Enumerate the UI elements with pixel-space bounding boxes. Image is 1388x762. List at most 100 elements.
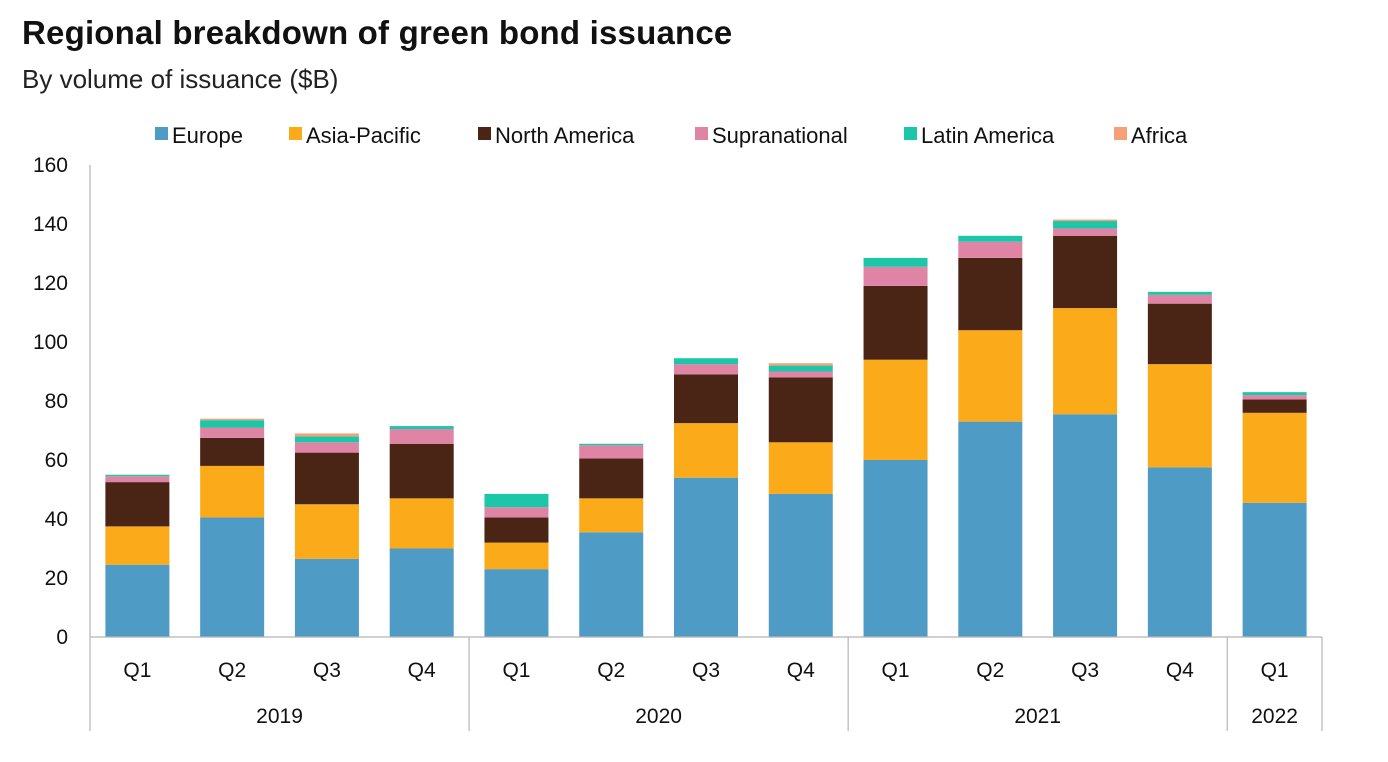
y-tick-label: 100 <box>33 331 68 354</box>
legend-label-supranational: Supranational <box>712 123 848 148</box>
bar-asia-pacific-8 <box>863 359 928 460</box>
bar-north-america-7 <box>768 377 833 443</box>
bar-asia-pacific-5 <box>579 498 644 533</box>
bar-supranational-9 <box>958 241 1023 258</box>
bar-supranational-5 <box>579 445 644 459</box>
bar-supranational-0 <box>105 476 170 483</box>
x-tick-label: Q1 <box>123 659 151 682</box>
bar-europe-0 <box>105 564 170 637</box>
bar-europe-11 <box>1147 467 1212 637</box>
legend-label-africa: Africa <box>1131 123 1188 148</box>
bar-europe-3 <box>389 548 454 637</box>
y-tick-label: 40 <box>45 508 68 531</box>
bar-europe-8 <box>863 460 928 637</box>
bar-supranational-8 <box>863 266 928 286</box>
bar-europe-4 <box>484 569 549 637</box>
x-tick-label: Q1 <box>502 659 530 682</box>
x-tick-label: Q4 <box>787 659 815 682</box>
y-tick-label: 60 <box>45 449 68 472</box>
legend-label-asia-pacific: Asia-Pacific <box>306 123 421 148</box>
bar-supranational-3 <box>389 429 454 444</box>
bar-north-america-11 <box>1147 303 1212 365</box>
bar-latin-america-3 <box>389 426 454 430</box>
bar-north-america-10 <box>1053 235 1118 309</box>
bar-europe-9 <box>958 421 1023 637</box>
bar-supranational-10 <box>1053 228 1118 236</box>
bar-supranational-7 <box>768 371 833 378</box>
bar-latin-america-10 <box>1053 221 1118 229</box>
chart-subtitle: By volume of issuance ($B) <box>22 64 339 94</box>
bar-asia-pacific-11 <box>1147 364 1212 468</box>
bar-latin-america-0 <box>105 474 170 477</box>
bar-supranational-6 <box>674 364 738 375</box>
x-tick-label: Q3 <box>1071 659 1099 682</box>
bar-asia-pacific-7 <box>768 442 833 494</box>
bar-asia-pacific-0 <box>105 526 170 565</box>
bar-asia-pacific-1 <box>200 465 265 518</box>
legend-label-latin-america: Latin America <box>921 123 1055 148</box>
y-tick-label: 160 <box>33 154 68 177</box>
x-tick-label: Q2 <box>597 659 625 682</box>
bar-africa-10 <box>1053 219 1118 222</box>
bar-europe-10 <box>1053 414 1118 637</box>
bar-latin-america-1 <box>200 420 265 428</box>
bar-europe-2 <box>294 558 359 637</box>
bar-latin-america-5 <box>579 443 644 446</box>
bar-europe-6 <box>674 477 738 637</box>
x-group-label: 2020 <box>635 705 682 728</box>
legend-swatch-africa <box>1114 127 1127 140</box>
chart-title: Regional breakdown of green bond issuanc… <box>22 14 733 51</box>
bar-latin-america-11 <box>1147 291 1212 295</box>
x-tick-label: Q1 <box>882 659 910 682</box>
legend-swatch-asia-pacific <box>289 127 302 140</box>
bar-north-america-1 <box>200 437 265 466</box>
bar-supranational-12 <box>1242 395 1307 400</box>
bar-north-america-2 <box>294 452 359 505</box>
bar-europe-5 <box>579 532 644 637</box>
x-tick-label: Q2 <box>976 659 1004 682</box>
bar-supranational-4 <box>484 507 549 518</box>
bar-africa-1 <box>200 418 265 421</box>
bar-africa-2 <box>294 433 359 437</box>
bar-supranational-2 <box>294 442 359 453</box>
bar-asia-pacific-12 <box>1242 412 1307 503</box>
bar-supranational-11 <box>1147 294 1212 304</box>
x-tick-label: Q1 <box>1261 659 1289 682</box>
y-tick-label: 0 <box>56 626 68 649</box>
x-tick-label: Q2 <box>218 659 246 682</box>
x-group-label: 2022 <box>1251 705 1298 728</box>
x-tick-label: Q4 <box>408 659 436 682</box>
y-tick-label: 140 <box>33 213 68 236</box>
bar-europe-1 <box>200 517 265 637</box>
bar-north-america-6 <box>674 374 738 424</box>
legend-swatch-latin-america <box>904 127 917 140</box>
bar-latin-america-4 <box>484 493 549 508</box>
y-tick-label: 120 <box>33 272 68 295</box>
bar-asia-pacific-10 <box>1053 308 1118 415</box>
bar-north-america-0 <box>105 482 170 527</box>
legend-swatch-europe <box>155 127 168 140</box>
bar-north-america-5 <box>579 458 644 499</box>
bar-north-america-12 <box>1242 399 1307 413</box>
legend-swatch-north-america <box>478 127 491 140</box>
bar-latin-america-8 <box>863 257 928 267</box>
bar-north-america-4 <box>484 517 549 543</box>
legend-label-europe: Europe <box>172 123 243 148</box>
bar-latin-america-2 <box>294 436 359 443</box>
bar-latin-america-12 <box>1242 392 1307 396</box>
y-tick-label: 20 <box>45 567 68 590</box>
bar-europe-7 <box>768 493 833 637</box>
bar-asia-pacific-9 <box>958 330 1023 422</box>
x-group-label: 2021 <box>1014 705 1061 728</box>
x-group-label: 2019 <box>256 705 303 728</box>
bar-supranational-1 <box>200 427 265 438</box>
x-tick-label: Q4 <box>1166 659 1194 682</box>
bar-asia-pacific-3 <box>389 498 454 549</box>
legend-swatch-supranational <box>695 127 708 140</box>
x-tick-label: Q3 <box>692 659 720 682</box>
bar-north-america-8 <box>863 285 928 360</box>
bar-north-america-3 <box>389 443 454 499</box>
legend-label-north-america: North America <box>495 123 635 148</box>
bar-latin-america-9 <box>958 235 1023 242</box>
